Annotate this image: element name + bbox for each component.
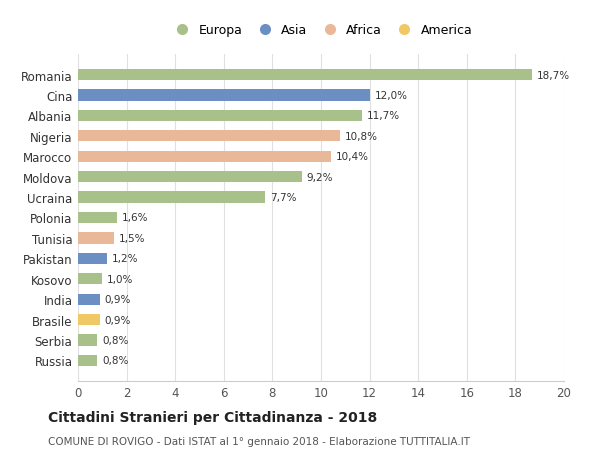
Bar [78, 294, 100, 305]
Bar [78, 172, 302, 183]
Bar [78, 233, 115, 244]
Text: 1,0%: 1,0% [107, 274, 134, 284]
Bar [78, 151, 331, 162]
Text: Cittadini Stranieri per Cittadinanza - 2018: Cittadini Stranieri per Cittadinanza - 2… [48, 411, 377, 425]
Text: 10,8%: 10,8% [346, 132, 379, 141]
Text: 18,7%: 18,7% [537, 71, 571, 80]
Text: 0,9%: 0,9% [105, 315, 131, 325]
Text: 0,8%: 0,8% [102, 335, 128, 345]
Bar [78, 90, 370, 101]
Text: COMUNE DI ROVIGO - Dati ISTAT al 1° gennaio 2018 - Elaborazione TUTTITALIA.IT: COMUNE DI ROVIGO - Dati ISTAT al 1° genn… [48, 436, 470, 446]
Text: 0,9%: 0,9% [105, 295, 131, 304]
Bar [78, 70, 532, 81]
Text: 7,7%: 7,7% [270, 193, 296, 203]
Bar [78, 111, 362, 122]
Bar [78, 355, 97, 366]
Text: 1,6%: 1,6% [122, 213, 148, 223]
Text: 11,7%: 11,7% [367, 111, 400, 121]
Bar [78, 131, 340, 142]
Text: 12,0%: 12,0% [374, 91, 407, 101]
Text: 1,2%: 1,2% [112, 254, 139, 264]
Legend: Europa, Asia, Africa, America: Europa, Asia, Africa, America [164, 19, 478, 42]
Text: 10,4%: 10,4% [335, 152, 368, 162]
Text: 1,5%: 1,5% [119, 233, 146, 243]
Bar [78, 192, 265, 203]
Text: 0,8%: 0,8% [102, 356, 128, 365]
Bar [78, 274, 102, 285]
Bar [78, 314, 100, 325]
Text: 9,2%: 9,2% [307, 172, 333, 182]
Bar [78, 335, 97, 346]
Bar [78, 253, 107, 264]
Bar [78, 213, 117, 224]
